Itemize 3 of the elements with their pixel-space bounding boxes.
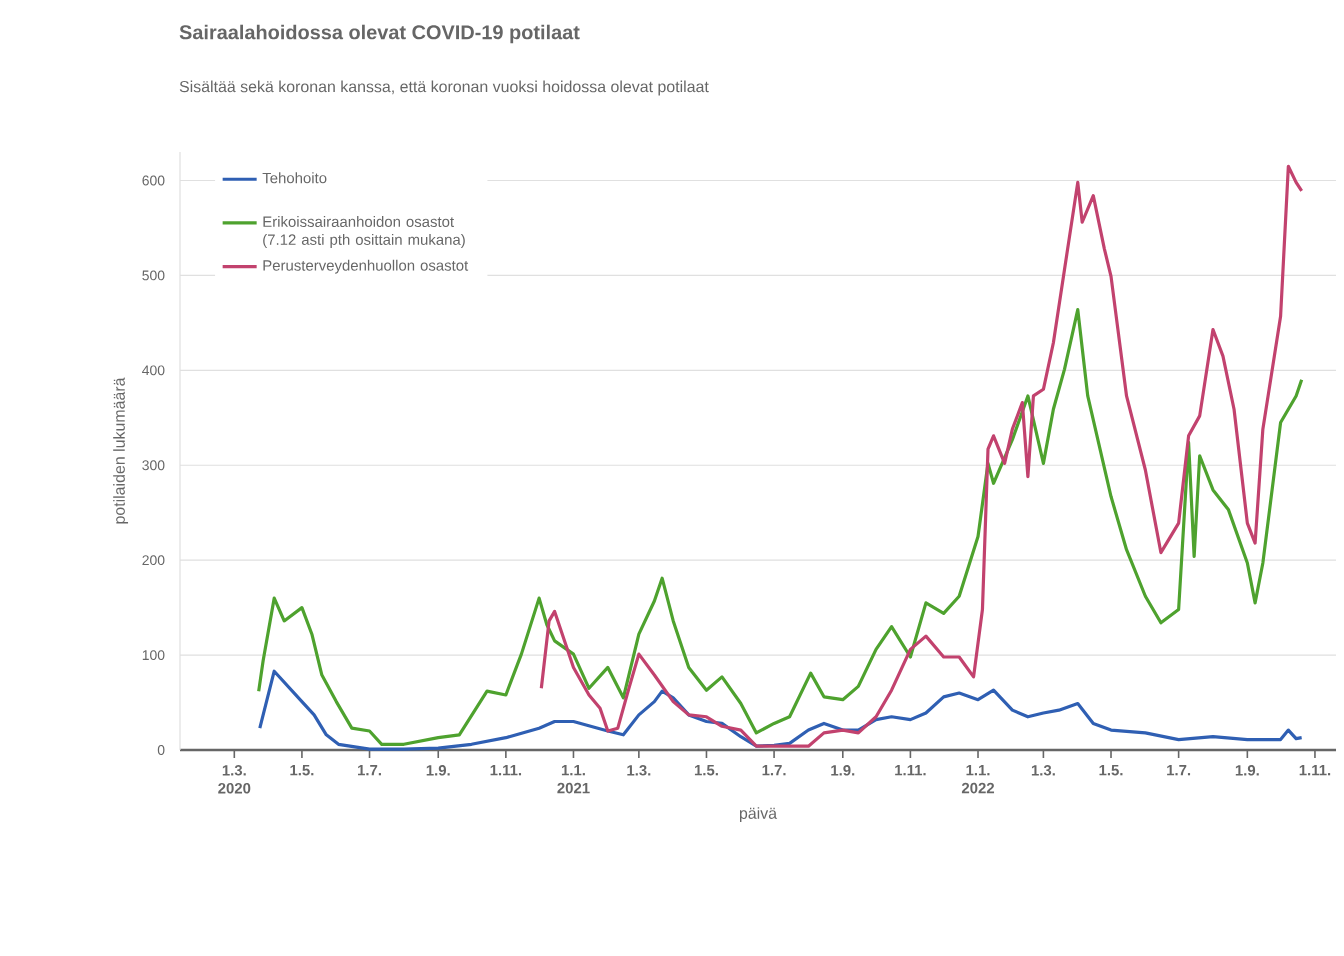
chart-title: Sairaalahoidossa olevat COVID-19 potilaat bbox=[179, 24, 580, 44]
line-series bbox=[258, 669, 1304, 751]
line-series bbox=[257, 307, 1304, 746]
